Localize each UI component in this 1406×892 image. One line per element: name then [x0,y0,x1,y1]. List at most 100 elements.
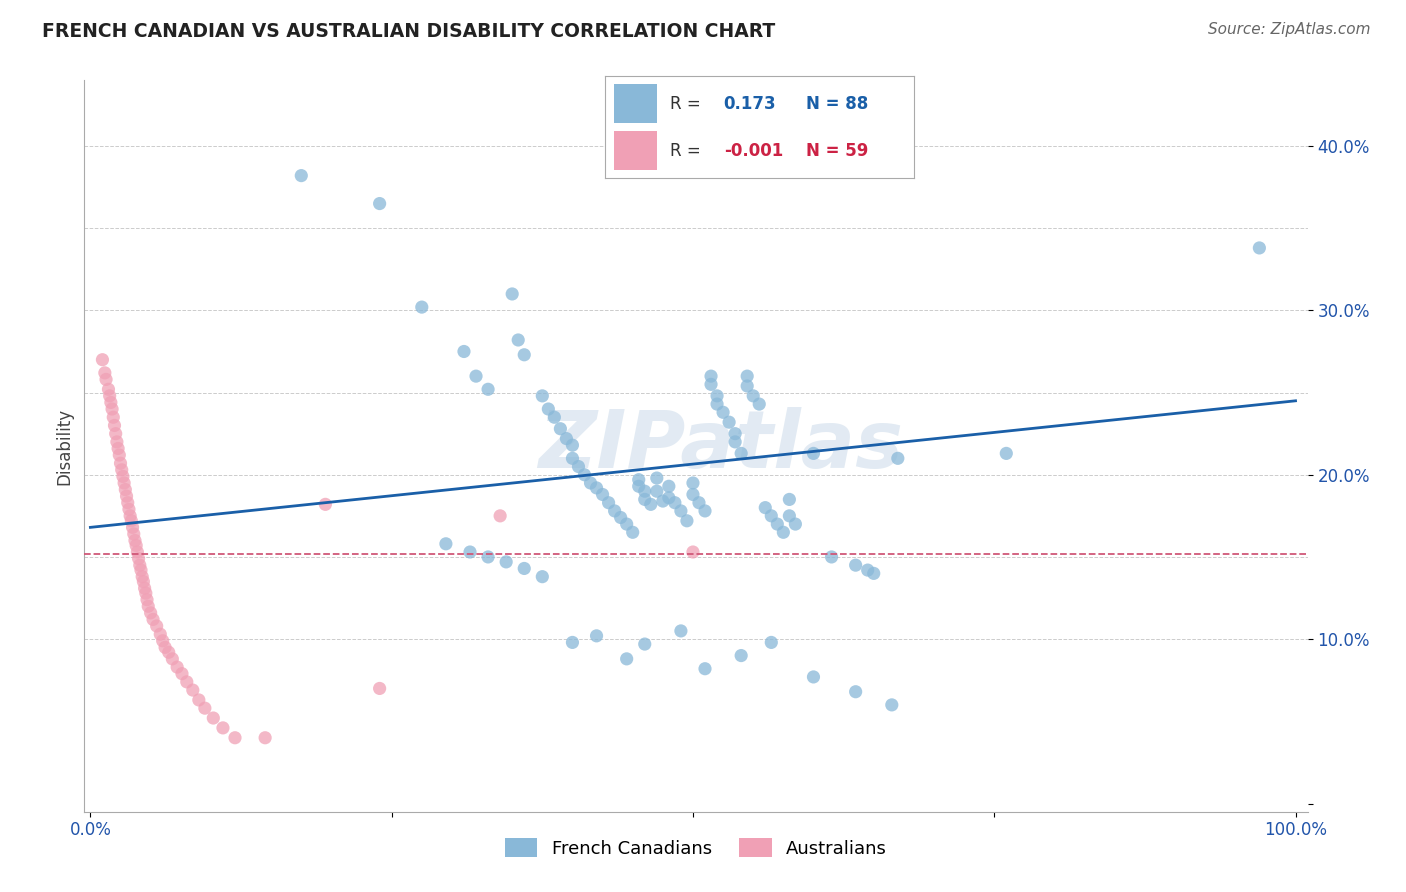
Point [585,629,607,643]
Point [640,497,662,511]
Point [128,558,150,573]
Point [97,382,120,396]
Point [114,483,136,497]
Point [585,481,607,495]
Point [555,432,578,446]
Point [132,574,155,589]
Point [453,344,475,359]
Point [561,438,583,452]
Point [820,549,842,564]
Point [579,475,602,490]
Point [110,456,132,470]
Text: FRENCH CANADIAN VS AUSTRALIAN DISABILITY CORRELATION CHART: FRENCH CANADIAN VS AUSTRALIAN DISABILITY… [42,22,776,41]
Point [104,426,127,441]
Point [682,475,704,490]
Point [845,684,868,698]
Point [693,662,716,676]
Point [627,479,650,493]
Point [634,637,657,651]
Point [131,569,153,583]
Point [550,422,572,436]
Bar [614,131,657,170]
Point [166,660,188,674]
Point [136,599,159,614]
Point [314,497,336,511]
Point [742,389,765,403]
Point [495,555,517,569]
Point [465,369,488,384]
Point [772,525,794,540]
Point [598,496,620,510]
Point [735,379,758,393]
Point [995,446,1018,460]
Point [127,545,149,559]
Point [107,442,129,456]
Point [706,397,728,411]
Point [537,402,560,417]
Point [501,287,523,301]
Point [634,492,657,507]
Point [98,389,121,403]
Point [122,527,145,541]
Point [754,500,776,515]
Point [112,475,135,490]
Point [111,463,134,477]
Point [887,451,910,466]
Text: N = 59: N = 59 [806,142,868,160]
Point [224,731,246,745]
Point [120,514,142,528]
Point [574,467,596,482]
Point [627,473,650,487]
Point [718,415,741,429]
Point [94,366,117,380]
Point [785,517,807,532]
Text: 0.173: 0.173 [724,95,776,112]
Point [117,496,139,510]
Point [152,633,174,648]
Point [803,670,825,684]
Point [531,389,554,403]
Point [856,563,879,577]
Point [254,731,277,745]
Point [616,517,638,532]
Point [115,489,138,503]
Point [645,484,668,499]
Point [162,652,184,666]
Text: R =: R = [669,95,700,112]
Point [111,469,134,483]
Point [603,504,626,518]
Text: ZIPatlas: ZIPatlas [538,407,903,485]
Point [592,487,614,501]
Point [136,592,159,607]
Text: Source: ZipAtlas.com: Source: ZipAtlas.com [1208,22,1371,37]
Point [724,426,747,441]
Point [489,508,512,523]
Point [761,635,783,649]
Point [634,484,657,499]
Point [761,508,783,523]
Point [434,537,457,551]
Point [157,645,180,659]
Point [105,434,128,449]
Point [411,300,433,314]
Point [730,446,752,460]
Point [724,434,747,449]
Point [135,586,157,600]
Point [567,459,589,474]
Point [212,721,235,735]
Point [803,446,825,460]
Point [1249,241,1271,255]
Point [129,563,152,577]
Text: -0.001: -0.001 [724,142,783,160]
Point [176,674,198,689]
Point [561,451,583,466]
Point [508,333,530,347]
Point [202,711,225,725]
Point [118,502,141,516]
Point [862,566,884,581]
Point [142,612,165,626]
Point [658,491,681,505]
Point [561,635,583,649]
Point [706,389,728,403]
Point [682,545,704,559]
